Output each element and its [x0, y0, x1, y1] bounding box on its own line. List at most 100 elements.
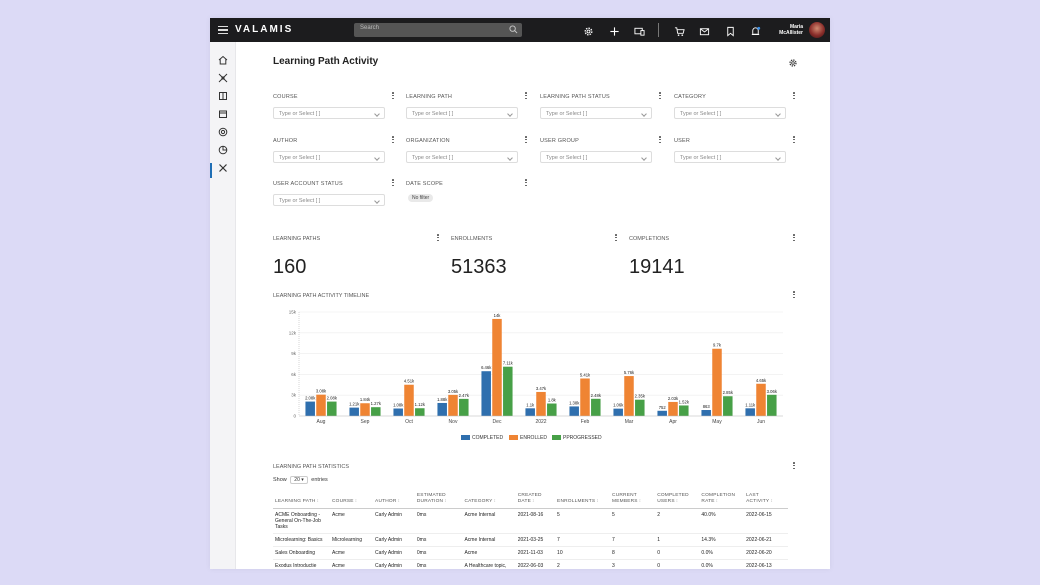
page-title: Learning Path Activity — [273, 56, 379, 67]
filter-select[interactable]: Type or Select [ ] — [540, 107, 652, 119]
page-settings-icon[interactable] — [788, 55, 798, 67]
metric-menu-icon[interactable] — [793, 234, 795, 242]
sort-icon[interactable]: ↕ — [397, 499, 401, 504]
column-header[interactable]: LEARNING PATH↕ — [273, 492, 330, 509]
sort-icon[interactable]: ↕ — [316, 499, 320, 504]
column-header[interactable]: COMPLETION RATE↕ — [699, 492, 745, 509]
filter-select[interactable]: Type or Select [ ] — [406, 107, 518, 119]
filter-menu-icon[interactable] — [793, 136, 795, 144]
plus-icon[interactable] — [609, 24, 620, 36]
table-row[interactable]: Microlearning: Basics Microlearning Carly … — [273, 533, 788, 547]
filter-select[interactable]: Type or Select [ ] — [674, 107, 786, 119]
sort-icon[interactable]: ↕ — [493, 499, 497, 504]
date-scope-menu-icon[interactable] — [525, 179, 527, 187]
bar-data-label: 1.11k — [745, 402, 756, 407]
bar-data-label: 1.08k — [393, 403, 404, 408]
column-header[interactable]: AUTHOR↕ — [373, 492, 415, 509]
table-cell: 14.3% — [699, 533, 745, 547]
table-cell: 0ms — [414, 508, 463, 534]
filter-menu-icon[interactable] — [392, 136, 394, 144]
table-row[interactable]: Exodus Introductie Acme Carly Admin 0ms A He… — [273, 559, 788, 569]
book-icon[interactable] — [218, 88, 228, 100]
devices-icon[interactable] — [634, 24, 645, 36]
x-tick-label: Nov — [449, 419, 458, 425]
entries-label: entries — [311, 477, 328, 483]
filter-menu-icon[interactable] — [659, 92, 661, 100]
sort-icon[interactable]: ↕ — [638, 499, 642, 504]
avatar[interactable] — [809, 22, 825, 38]
table-cell: Acme — [329, 508, 374, 534]
filter-select[interactable]: Type or Select [ ] — [273, 151, 385, 163]
table-cell: Sales Onboarding — [273, 546, 330, 560]
y-tick-label: 6k — [291, 372, 297, 377]
bookmark-icon[interactable] — [725, 24, 736, 37]
sort-icon[interactable]: ↕ — [596, 499, 599, 504]
table-cell: 2 — [655, 508, 700, 534]
filter-select[interactable]: Type or Select [ ] — [540, 151, 652, 163]
date-scope-chip[interactable]: No filter — [408, 194, 434, 202]
metric-menu-icon[interactable] — [615, 234, 617, 242]
column-header[interactable]: ENROLLMENTS↕ — [555, 492, 611, 509]
column-header[interactable]: COMPLETED USERS↕ — [655, 492, 700, 509]
filter-select[interactable]: Type or Select [ ] — [674, 151, 786, 163]
bar — [349, 407, 359, 416]
chevron-down-icon — [374, 155, 380, 161]
search-icon[interactable] — [509, 25, 518, 34]
timeline-menu-icon[interactable] — [793, 291, 795, 299]
settings-icon[interactable] — [583, 24, 594, 36]
reports-icon[interactable] — [218, 142, 228, 155]
stats-menu-icon[interactable] — [793, 462, 795, 470]
sort-icon[interactable]: ↕ — [444, 499, 447, 504]
page-size-select[interactable]: 20 ▾ — [290, 476, 308, 484]
sort-icon[interactable]: ↕ — [770, 499, 773, 504]
table-row[interactable]: ACME Onboarding - General On-The-Job Tas… — [273, 508, 788, 534]
filter-menu-icon[interactable] — [793, 92, 795, 100]
sort-icon[interactable]: ↕ — [354, 499, 358, 504]
column-header[interactable]: CREATED DATE↕ — [515, 492, 556, 509]
filter-menu-icon[interactable] — [392, 179, 394, 187]
bar — [448, 394, 458, 416]
cart-icon[interactable] — [674, 24, 685, 36]
legend-item[interactable]: COMPLETED — [461, 435, 503, 441]
bar — [580, 378, 590, 416]
filter-menu-icon[interactable] — [525, 136, 527, 144]
table-row[interactable]: Sales Onboarding Acme Carly Admin 0ms Acme 20… — [273, 546, 788, 560]
legend-item[interactable]: PPROGRESSED — [552, 435, 602, 441]
network-icon[interactable] — [218, 70, 228, 83]
target-icon[interactable] — [218, 124, 228, 137]
table-cell: 2022-06-21 — [744, 533, 788, 547]
column-header[interactable]: COURSE↕ — [329, 492, 374, 509]
bar — [360, 403, 370, 416]
filter-select[interactable]: Type or Select [ ] — [273, 194, 385, 206]
y-tick-label: 15k — [289, 310, 297, 315]
column-header[interactable]: ESTIMATED DURATION↕ — [414, 492, 463, 509]
home-icon[interactable] — [218, 52, 228, 65]
filter-menu-icon[interactable] — [392, 92, 394, 100]
filter-menu-icon[interactable] — [525, 92, 527, 100]
chevron-down-icon — [374, 111, 380, 117]
metric-menu-icon[interactable] — [437, 234, 439, 242]
column-header[interactable]: CATEGORY↕ — [462, 492, 516, 509]
search-input[interactable]: Search — [354, 23, 522, 37]
legend-item[interactable]: ENROLLED — [509, 435, 547, 441]
filter-select[interactable]: Type or Select [ ] — [273, 107, 385, 119]
calendar-icon[interactable] — [218, 106, 228, 118]
brand-logo[interactable]: VALAMIS — [235, 24, 294, 35]
sort-icon[interactable]: ↕ — [531, 499, 535, 504]
column-header[interactable]: CURRENT MEMBERS↕ — [610, 492, 656, 509]
x-tick-label: Apr — [669, 419, 677, 425]
user-name[interactable]: Maria McAllister — [772, 24, 803, 36]
tools-icon[interactable] — [218, 160, 228, 172]
mail-icon[interactable] — [699, 24, 710, 36]
notification-icon[interactable] — [750, 24, 761, 35]
bar — [767, 394, 777, 416]
filter-menu-icon[interactable] — [659, 136, 661, 144]
column-header[interactable]: LAST ACTIVITY↕ — [744, 492, 788, 509]
menu-icon[interactable] — [218, 24, 228, 36]
table-cell: Microlearning: Basics — [273, 533, 330, 547]
sort-icon[interactable]: ↕ — [715, 499, 719, 504]
filter-select[interactable]: Type or Select [ ] — [406, 151, 518, 163]
bar-data-label: 7.11k — [503, 361, 514, 366]
sort-icon[interactable]: ↕ — [675, 499, 679, 504]
table-cell: 2022-06-03 — [515, 559, 556, 569]
